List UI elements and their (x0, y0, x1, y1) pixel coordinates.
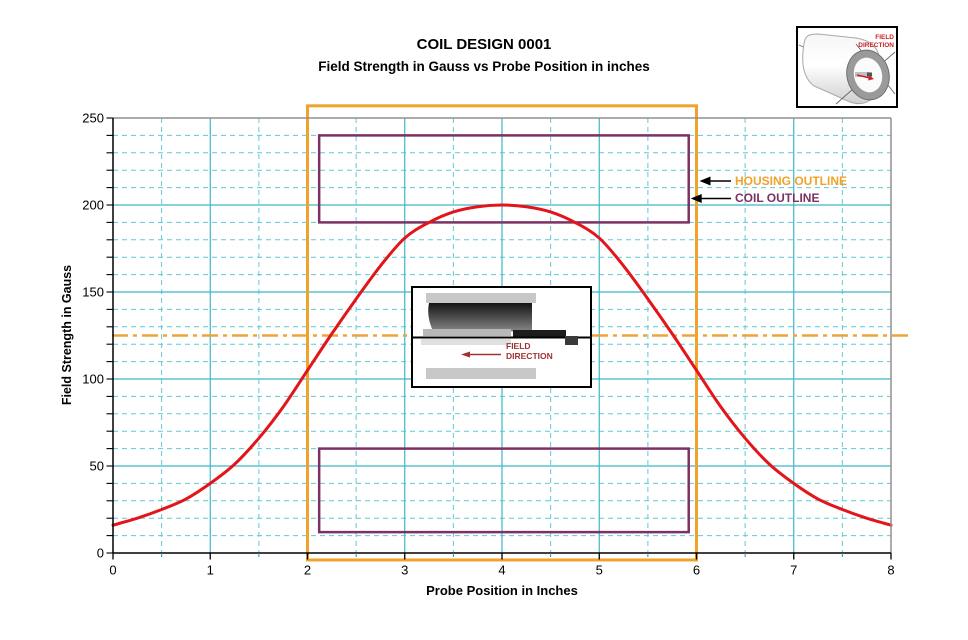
x-tick-label: 2 (304, 563, 311, 578)
cross-section-drawing: FIELD DIRECTION (413, 293, 590, 379)
x-axis-title: Probe Position in Inches (426, 583, 578, 598)
probe-tip (867, 72, 872, 77)
probe-rod (513, 330, 566, 337)
bore-liner-top (423, 329, 511, 336)
field-direction-3d-line1: FIELD (875, 34, 894, 41)
field-direction-3d-line2: DIRECTION (858, 42, 894, 49)
y-tick-label: 50 (90, 459, 104, 474)
y-tick-label: 150 (82, 285, 104, 300)
x-tick-label: 3 (401, 563, 408, 578)
probe-in-bore (855, 72, 870, 77)
coil-3d-inset: FIELD DIRECTION (796, 26, 898, 108)
coil-annotation-arrow-head (690, 194, 702, 203)
y-axis-title: Field Strength in Gauss (60, 264, 74, 406)
coil-outline-rect (317, 134, 690, 224)
coil-outline-label: COIL OUTLINE (735, 191, 820, 205)
coil-cross-section-inset: FIELD DIRECTION (411, 286, 592, 388)
field-direction-label-line1: FIELD (506, 341, 531, 351)
chart-title: COIL DESIGN 0001 (416, 36, 552, 53)
housing-top-bar (426, 293, 536, 303)
housing-outline-label: HOUSING OUTLINE (735, 174, 848, 188)
field-direction-arrowhead (461, 351, 470, 358)
x-tick-label: 1 (207, 563, 214, 578)
coil-3d-drawing: FIELD DIRECTION (798, 33, 896, 105)
y-tick-label: 200 (82, 198, 104, 213)
field-direction-arrow-3d (856, 74, 871, 79)
bore-liner-bottom (421, 339, 511, 345)
chart-subtitle: Field Strength in Gauss vs Probe Positio… (318, 59, 650, 74)
coil-outline-rect (317, 447, 690, 534)
y-tick-label: 0 (97, 546, 104, 561)
housing-annotation-arrow-head (699, 176, 711, 186)
field-direction-label-line2: DIRECTION (506, 351, 553, 361)
x-tick-label: 8 (887, 563, 894, 578)
y-tick-label: 100 (82, 372, 104, 387)
x-tick-label: 4 (498, 563, 505, 578)
coil-winding-cross-section (428, 303, 532, 333)
housing-bottom-bar (426, 368, 536, 379)
housing-outline-rect (306, 104, 698, 562)
x-tick-label: 7 (790, 563, 797, 578)
y-tick-label: 250 (82, 111, 104, 126)
x-tick-label: 5 (596, 563, 603, 578)
x-tick-label: 0 (109, 563, 116, 578)
x-tick-label: 6 (693, 563, 700, 578)
field-strength-curve (111, 203, 893, 527)
probe-end-cap (565, 336, 578, 345)
field-direction-arrowhead-3d (868, 75, 874, 81)
